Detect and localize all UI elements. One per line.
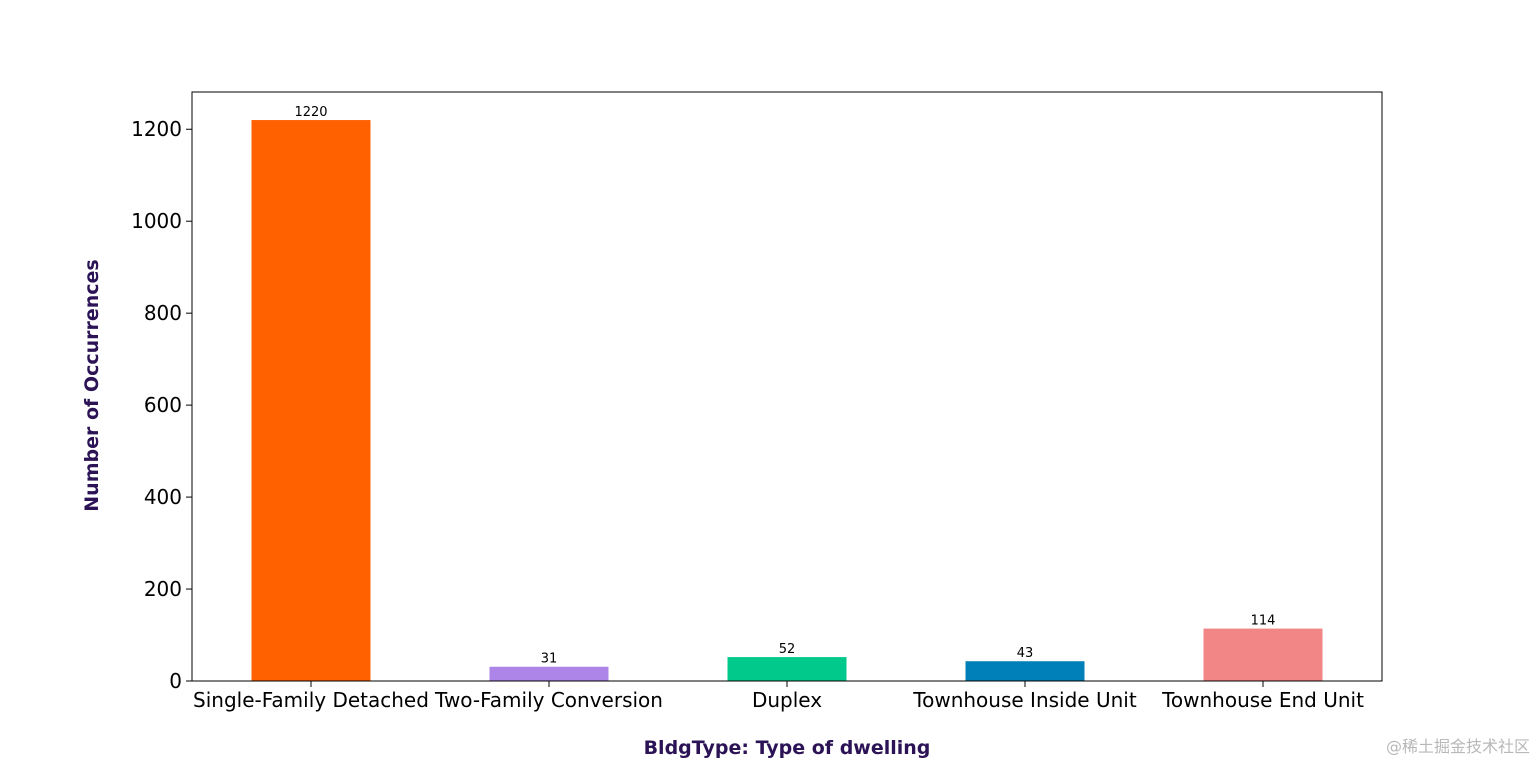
x-tick-label-3: Townhouse Inside Unit bbox=[912, 688, 1137, 712]
bar-3 bbox=[966, 661, 1085, 681]
bar-1 bbox=[490, 667, 609, 681]
bar-2 bbox=[728, 657, 847, 681]
bars-group bbox=[252, 120, 1323, 681]
y-axis: 0 200 400 600 800 1000 1200 bbox=[131, 117, 192, 693]
x-tick-label-2: Duplex bbox=[752, 688, 822, 712]
x-axis: Single-Family Detached Two-Family Convers… bbox=[193, 681, 1364, 712]
y-tick-label-4: 800 bbox=[144, 301, 182, 325]
data-labels-group: 1220 31 52 43 114 bbox=[294, 105, 1275, 667]
y-axis-title: Number of Occurrences bbox=[81, 259, 103, 511]
data-label-1: 31 bbox=[541, 652, 558, 667]
x-tick-label-4: Townhouse End Unit bbox=[1161, 688, 1364, 712]
bar-0 bbox=[252, 120, 371, 681]
y-tick-label-2: 400 bbox=[144, 485, 182, 509]
y-tick-label-6: 1200 bbox=[131, 117, 182, 141]
x-axis-title: BldgType: Type of dwelling bbox=[644, 737, 931, 759]
data-label-0: 1220 bbox=[294, 105, 327, 120]
y-tick-label-0: 0 bbox=[169, 669, 182, 693]
data-label-4: 114 bbox=[1251, 614, 1276, 629]
x-tick-label-1: Two-Family Conversion bbox=[434, 688, 663, 712]
data-label-3: 43 bbox=[1017, 646, 1034, 661]
data-label-2: 52 bbox=[779, 642, 796, 657]
y-tick-label-5: 1000 bbox=[131, 209, 182, 233]
y-tick-label-3: 600 bbox=[144, 393, 182, 417]
watermark-text: @稀土掘金技术社区 bbox=[1386, 733, 1530, 757]
bar-4 bbox=[1204, 629, 1323, 681]
y-tick-label-1: 200 bbox=[144, 577, 182, 601]
x-tick-label-0: Single-Family Detached bbox=[193, 688, 429, 712]
